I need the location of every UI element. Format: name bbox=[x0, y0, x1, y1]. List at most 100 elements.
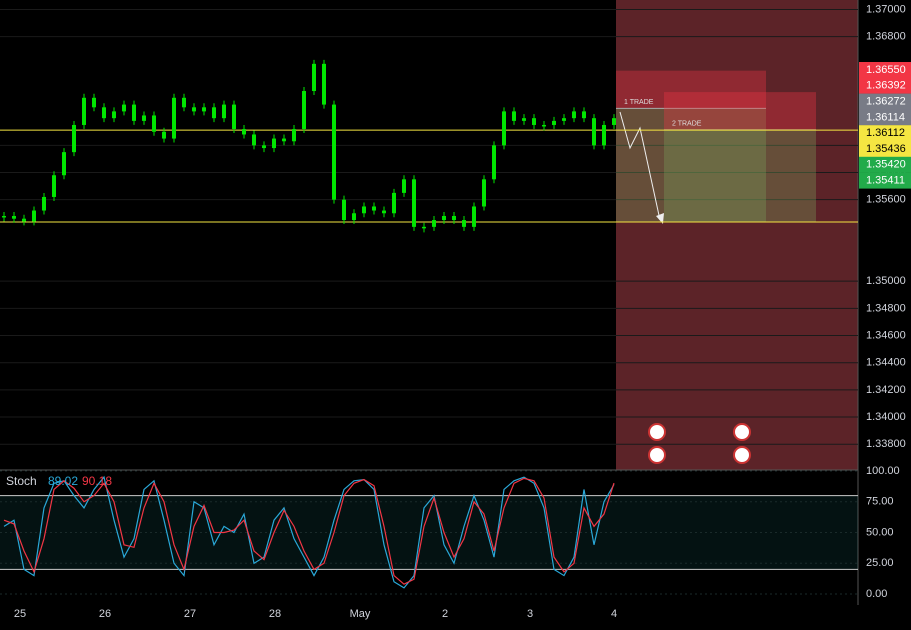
stop-zone bbox=[664, 92, 816, 130]
candle bbox=[412, 179, 416, 227]
x-tick-label: 4 bbox=[611, 608, 617, 620]
candle bbox=[522, 118, 526, 121]
candle bbox=[402, 179, 406, 193]
candle bbox=[72, 124, 76, 153]
price-tag bbox=[859, 156, 911, 173]
stoch-line bbox=[3, 475, 615, 589]
stoch-k-value: 89.02 bbox=[48, 474, 78, 488]
candle bbox=[552, 120, 556, 125]
candle bbox=[182, 97, 186, 108]
price-tag bbox=[859, 109, 911, 126]
price-tag-label: 1.35436 bbox=[866, 143, 906, 155]
candle bbox=[492, 145, 496, 180]
price-tag bbox=[859, 77, 911, 94]
y-tick-label: 50.00 bbox=[866, 526, 894, 538]
candle bbox=[192, 107, 196, 112]
candle bbox=[112, 111, 116, 119]
candle bbox=[352, 213, 356, 221]
candle bbox=[52, 175, 56, 197]
candle bbox=[342, 199, 346, 221]
y-tick-label: 25.00 bbox=[866, 557, 894, 569]
candle bbox=[582, 111, 586, 119]
candle bbox=[142, 115, 146, 121]
us-flag-icon bbox=[648, 423, 666, 441]
x-tick-label: 25 bbox=[14, 608, 26, 620]
candle bbox=[162, 131, 166, 139]
candle bbox=[472, 206, 476, 227]
candle bbox=[92, 97, 96, 108]
y-tick-label: 100.00 bbox=[866, 465, 900, 477]
candle bbox=[302, 91, 306, 130]
candle bbox=[612, 118, 616, 125]
target-zone bbox=[616, 108, 766, 222]
candle bbox=[392, 192, 396, 214]
candle bbox=[382, 210, 386, 214]
x-tick-label: 28 bbox=[269, 608, 281, 620]
candle bbox=[242, 129, 246, 135]
candle bbox=[22, 218, 26, 222]
candle bbox=[532, 118, 536, 125]
price-tag-label: 1.36114 bbox=[866, 111, 905, 123]
ca-flag-icon bbox=[648, 446, 666, 464]
y-tick-label: 1.35600 bbox=[866, 194, 906, 206]
candle bbox=[32, 210, 36, 222]
candle bbox=[502, 111, 506, 146]
y-tick-label: 1.34800 bbox=[866, 302, 906, 314]
price-tag bbox=[859, 141, 911, 157]
y-tick-label: 0.00 bbox=[866, 588, 887, 600]
candle bbox=[422, 226, 426, 229]
y-tick-label: 1.34400 bbox=[866, 357, 906, 369]
candle bbox=[602, 124, 606, 146]
candle bbox=[172, 97, 176, 139]
y-tick-label: 1.35000 bbox=[866, 275, 906, 287]
candle bbox=[12, 215, 16, 219]
y-tick-label: 1.34200 bbox=[866, 384, 906, 396]
candle bbox=[572, 111, 576, 119]
candle bbox=[432, 220, 436, 227]
x-tick-label: May bbox=[350, 608, 371, 620]
band-fill bbox=[0, 495, 858, 570]
candle bbox=[322, 63, 326, 105]
panel-title: Stoch bbox=[6, 474, 37, 488]
candle bbox=[222, 104, 226, 119]
y-tick-label: 1.33800 bbox=[866, 438, 906, 450]
price-tag-label: 1.35420 bbox=[866, 159, 906, 171]
y-tick-label: 1.37000 bbox=[866, 3, 906, 15]
y-tick-label: 1.34600 bbox=[866, 329, 906, 341]
price-tag bbox=[859, 62, 911, 78]
candle bbox=[252, 134, 256, 146]
candle bbox=[2, 215, 6, 218]
stoch-line bbox=[3, 477, 615, 585]
us-flag-icon bbox=[733, 423, 751, 441]
price-tag bbox=[859, 93, 911, 110]
x-tick-label: 27 bbox=[184, 608, 196, 620]
candle bbox=[462, 220, 466, 227]
x-tick-label: 3 bbox=[527, 608, 533, 620]
price-tag-label: 1.36272 bbox=[866, 96, 906, 108]
stoch-d-value: 90.18 bbox=[82, 474, 112, 488]
candle bbox=[132, 104, 136, 121]
candle bbox=[202, 107, 206, 112]
candle bbox=[102, 107, 106, 119]
candle bbox=[212, 107, 216, 119]
candle bbox=[122, 104, 126, 112]
candle bbox=[42, 196, 46, 211]
candle bbox=[312, 63, 316, 92]
candle bbox=[292, 129, 296, 142]
event-icons bbox=[648, 423, 751, 464]
trade-arrowhead bbox=[656, 213, 664, 224]
candle bbox=[452, 215, 456, 221]
trade-label: 2 TRADE bbox=[672, 121, 702, 128]
candle bbox=[332, 104, 336, 200]
trade-label: 1 TRADE bbox=[624, 99, 654, 106]
candle bbox=[362, 206, 366, 214]
price-tag-label: 1.36112 bbox=[866, 127, 905, 139]
candle bbox=[232, 104, 236, 130]
price-tag-label: 1.36550 bbox=[866, 64, 906, 76]
price-tag-label: 1.35411 bbox=[866, 175, 905, 187]
price-tag-label: 1.36392 bbox=[866, 80, 906, 92]
candle bbox=[262, 145, 266, 149]
stop-zone bbox=[616, 70, 766, 109]
